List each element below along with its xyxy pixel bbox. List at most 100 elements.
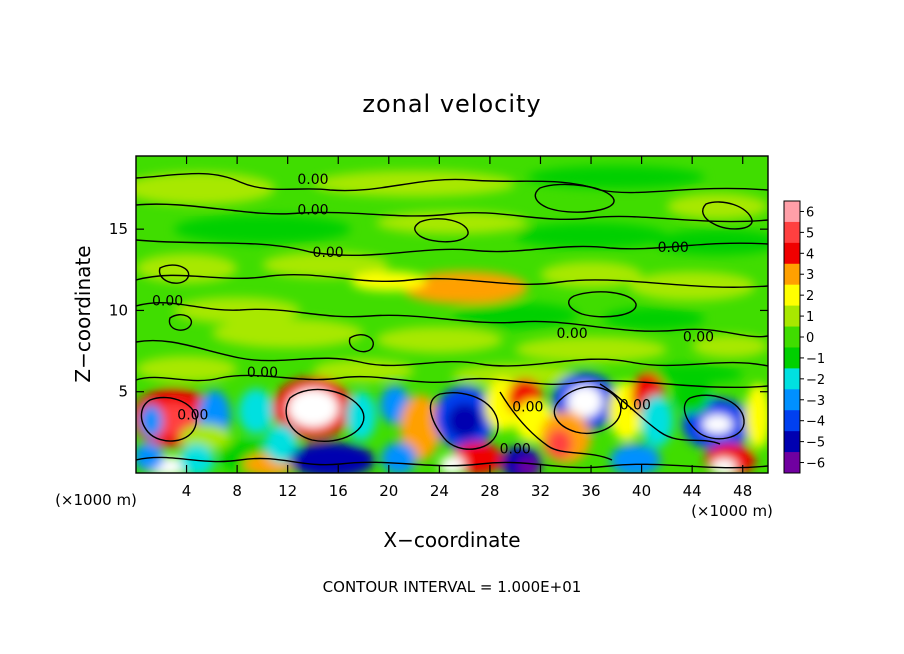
velocity-cell (136, 172, 276, 205)
velocity-cell (540, 261, 642, 288)
contour-line (136, 239, 768, 257)
contour-label: 0.00 (177, 407, 208, 423)
x-tick-label: 48 (733, 482, 752, 500)
velocity-cell (345, 391, 377, 441)
contour-line (414, 218, 469, 243)
x-tick-label: 8 (232, 482, 242, 500)
plot-frame (135, 155, 769, 474)
contour-line (158, 264, 190, 284)
x-tick-label: 20 (379, 482, 398, 500)
colorbar-label: 0 (806, 331, 814, 346)
contour-label: 0.00 (683, 329, 714, 345)
colorbar-label: 1 (806, 310, 814, 325)
y-tick-label: 5 (118, 383, 128, 401)
chart-title: zonal velocity (362, 90, 541, 118)
velocity-cell (603, 307, 705, 330)
velocity-cell (264, 424, 298, 464)
x-tick-label: 40 (632, 482, 651, 500)
velocity-cell (515, 336, 667, 363)
colorbar-label: −3 (806, 394, 825, 409)
contour-label: 0.00 (247, 365, 278, 381)
colorbar-label: 3 (806, 268, 814, 283)
contour-label: 0.00 (297, 203, 328, 219)
contour-line (683, 394, 745, 440)
velocity-cell (702, 414, 733, 434)
colorbar-label: −6 (806, 457, 825, 472)
velocity-cell (178, 443, 215, 473)
velocity-cell (439, 455, 465, 473)
contour-label: 0.00 (658, 240, 689, 256)
velocity-cell (312, 170, 516, 197)
contour-label: 0.00 (313, 245, 344, 261)
contour-lines (136, 172, 768, 469)
x-unit-label-right: (×1000 m) (691, 502, 773, 520)
x-axis-label: X−coordinate (383, 528, 520, 552)
velocity-cell (711, 458, 737, 473)
contour-interval-note: CONTOUR INTERVAL = 1.000E+01 (323, 578, 582, 596)
x-axis: 4 8 12 16 20 24 28 32 36 40 44 48 (182, 156, 752, 500)
x-tick-label: 12 (278, 482, 297, 500)
y-axis: 5 10 15 (109, 220, 768, 401)
contour-line (168, 314, 193, 331)
contour-line (136, 456, 768, 469)
velocity-cell (262, 251, 389, 278)
y-axis-label: Z−coordinate (71, 245, 95, 382)
velocity-cell (567, 385, 603, 418)
contour-label: 0.00 (620, 398, 651, 414)
colorbar-swatch (784, 201, 800, 223)
x-tick-label: 16 (329, 482, 348, 500)
colorbar-label: −5 (806, 436, 825, 451)
velocity-cell (376, 326, 503, 353)
colorbar-label: −1 (806, 352, 825, 367)
colorbar-swatch (784, 431, 800, 453)
velocity-cell (452, 302, 579, 329)
velocity-cell (546, 429, 573, 459)
colorbar-label: 5 (806, 226, 814, 241)
colorbar: 6 5 4 3 2 1 0 −1 −2 −3 −4 −5 −6 (783, 200, 825, 474)
contour-label: 0.00 (556, 326, 587, 342)
velocity-cell (151, 403, 197, 436)
velocity-cell (515, 222, 667, 249)
contour-line (599, 383, 721, 445)
contour-label: 0.00 (152, 294, 183, 310)
velocity-cell (139, 404, 163, 438)
velocity-cell (173, 214, 351, 244)
contour-label: 0.00 (297, 172, 328, 188)
contour-line (285, 388, 365, 442)
velocity-cell (745, 383, 768, 449)
y-tick-label: 15 (109, 220, 128, 238)
x-tick-label: 4 (182, 482, 192, 500)
x-unit-label: (×1000 m) (55, 491, 137, 509)
contour-labels: 0.00 0.00 0.00 0.00 0.00 0.00 0.00 0.00 0.00 0.00… (152, 172, 714, 458)
x-tick-label: 28 (480, 482, 499, 500)
x-tick-label: 36 (581, 482, 600, 500)
velocity-cell (641, 364, 743, 384)
x-tick-label: 44 (683, 482, 702, 500)
contour-line (429, 392, 499, 450)
colorbar-label: 4 (806, 247, 814, 262)
contour-line (702, 201, 753, 230)
contour-label: 0.00 (512, 399, 543, 415)
colorbar-swatch (784, 305, 800, 328)
contour-line (136, 302, 768, 338)
contour-line (136, 339, 768, 367)
contour-line (553, 386, 622, 434)
contour-label: 0.00 (500, 442, 531, 458)
velocity-cell (446, 403, 483, 439)
contour-line (568, 291, 637, 318)
colorbar-label: 2 (806, 289, 814, 304)
velocity-cell (136, 442, 164, 472)
x-tick-label: 24 (430, 482, 449, 500)
colorbar-swatch (784, 326, 800, 348)
velocity-cell (640, 394, 674, 447)
contour-line (140, 396, 197, 442)
colorbar-swatch (784, 284, 800, 307)
colorbar-swatch (784, 389, 800, 411)
velocity-cell (654, 229, 768, 256)
colorbar-swatch (784, 263, 800, 286)
colorbar-label: 6 (806, 205, 814, 220)
colorbar-frame (783, 200, 801, 474)
contour-line (136, 203, 768, 223)
velocity-cell (692, 334, 768, 358)
